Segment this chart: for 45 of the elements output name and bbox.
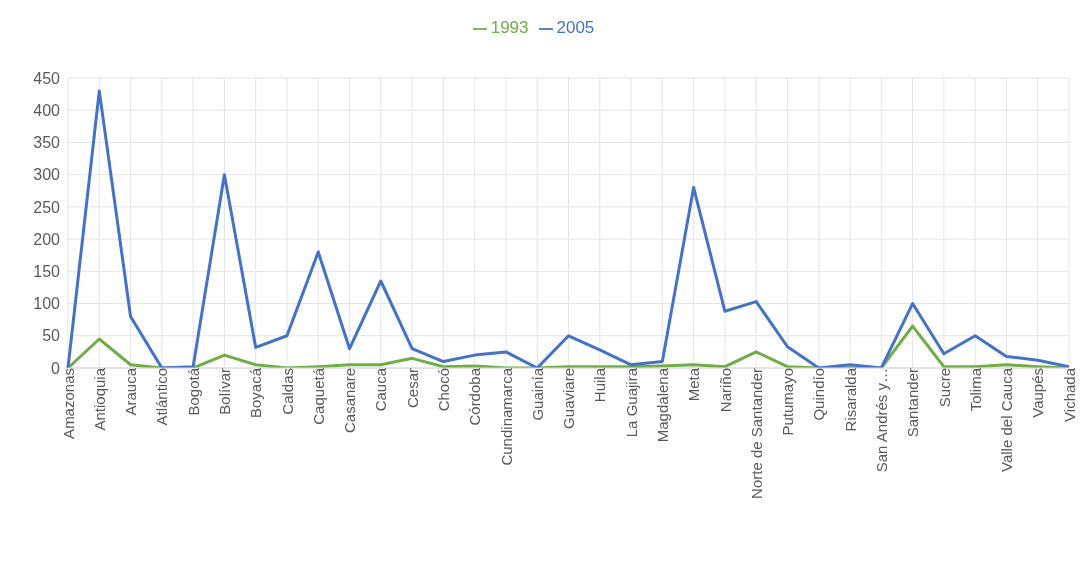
- x-tick-label: Guainía: [528, 367, 546, 421]
- y-tick-label: 300: [33, 166, 61, 184]
- x-tick-label: Bolívar: [216, 368, 234, 415]
- y-tick-label: 250: [33, 198, 61, 216]
- y-tick-label: 450: [33, 69, 61, 87]
- y-tick-label: 400: [33, 101, 61, 119]
- x-tick-label: Casanare: [341, 368, 359, 434]
- legend-label: 2005: [556, 18, 595, 37]
- x-tick-label: Valle del Cauca: [998, 367, 1016, 472]
- x-tick-label: Vichada: [1060, 367, 1078, 422]
- y-tick-label: 200: [33, 230, 61, 248]
- x-tick-label: Norte de Santander: [747, 368, 765, 499]
- y-tick-label: 50: [42, 327, 61, 345]
- x-tick-label: Cauca: [372, 367, 390, 412]
- x-tick-label: Amazonas: [59, 368, 77, 439]
- x-tick-label: Chocó: [435, 368, 453, 412]
- x-tick-label: Meta: [685, 367, 703, 402]
- y-tick-label: 100: [33, 295, 61, 313]
- x-tick-label: Quindío: [810, 368, 828, 421]
- x-tick-label: Atlántico: [153, 368, 171, 426]
- x-tick-label: La Guajira: [622, 367, 640, 438]
- x-tick-label: Nariño: [716, 368, 734, 413]
- x-tick-label: Putumayo: [779, 368, 797, 436]
- x-tick-label: Boyacá: [247, 367, 265, 419]
- y-tick-label: 0: [51, 359, 61, 377]
- x-tick-label: Caldas: [278, 368, 296, 415]
- x-tick-label: San Andrés y…: [872, 368, 890, 473]
- y-tick-label: 150: [33, 263, 61, 281]
- x-tick-label: Vaupés: [1029, 368, 1047, 418]
- x-tick-label: Guaviare: [560, 368, 578, 429]
- x-tick-label: Magdalena: [653, 367, 671, 443]
- x-tick-label: Sucre: [935, 368, 953, 408]
- x-tick-label: Antioquia: [90, 367, 108, 431]
- x-tick-label: Tolima: [966, 367, 984, 412]
- x-tick-label: Caquetá: [309, 367, 327, 425]
- x-tick-label: Córdoba: [466, 367, 484, 426]
- legend-label: 1993: [490, 18, 529, 37]
- x-tick-label: Arauca: [122, 367, 140, 416]
- x-tick-label: Santander: [904, 368, 922, 438]
- x-tick-label: Risaralda: [841, 367, 859, 432]
- x-tick-label: Bogotá: [184, 367, 202, 416]
- x-tick-label: Cesar: [403, 368, 421, 409]
- x-tick-label: Huila: [591, 367, 609, 403]
- y-tick-label: 350: [33, 134, 61, 152]
- x-tick-label: Cundinamarca: [497, 367, 515, 466]
